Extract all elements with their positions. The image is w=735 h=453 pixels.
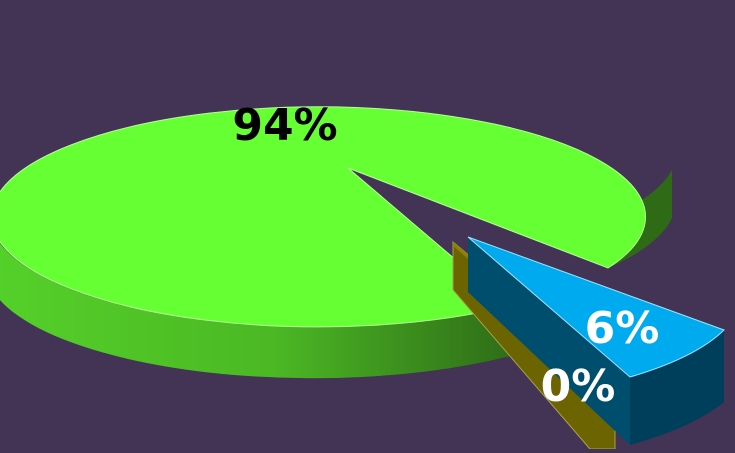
slice-1-top	[0, 106, 646, 328]
pie-slice-2	[467, 236, 725, 445]
slice-2-outer-wall	[630, 330, 724, 445]
slice-2-top	[467, 236, 725, 378]
slice-1-front-side	[0, 170, 510, 379]
pie-slice-1	[0, 106, 672, 379]
slice-3-label: 0%	[541, 361, 616, 412]
slice-1-label: 94%	[232, 100, 337, 151]
slice-2-label: 6%	[585, 303, 660, 354]
slice-2-inner-wall	[468, 237, 630, 445]
